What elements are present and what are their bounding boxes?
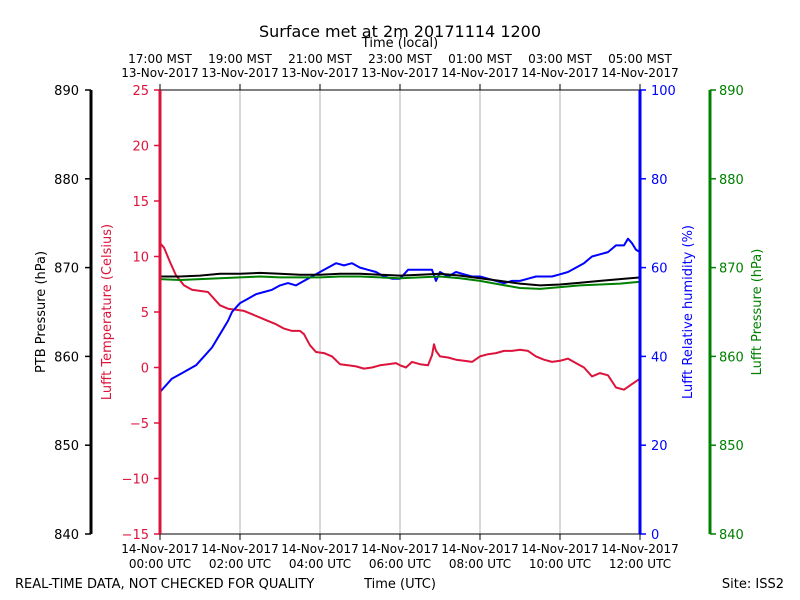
- tick-label-lp: 840: [719, 528, 744, 543]
- x-tick-label-bottom-date: 14-Nov-2017: [601, 542, 679, 556]
- x-tick-label-top-date: 13-Nov-2017: [121, 66, 199, 80]
- tick-label-ptb: 870: [54, 262, 79, 277]
- x-tick-label-bottom-time: 00:00 UTC: [129, 557, 191, 571]
- x-tick-label-top-time: 17:00 MST: [128, 52, 192, 66]
- tick-label-lp: 860: [719, 350, 744, 365]
- tick-label-temp: −10: [122, 473, 149, 488]
- footer-note: REAL-TIME DATA, NOT CHECKED FOR QUALITY: [15, 577, 314, 592]
- axis-title-temp: Lufft Temperature (Celsius): [100, 224, 115, 400]
- tick-label-lp: 890: [719, 84, 744, 99]
- x-tick-label-top-time: 23:00 MST: [368, 52, 432, 66]
- x-tick-label-top-time: 03:00 MST: [528, 52, 592, 66]
- tick-label-temp: 10: [132, 251, 149, 266]
- tick-label-temp: −5: [130, 417, 149, 432]
- x-tick-label-bottom-date: 14-Nov-2017: [201, 542, 279, 556]
- top-axis-label: Time (local): [361, 36, 438, 51]
- chart-title: Surface met at 2m 20171114 1200: [259, 22, 541, 41]
- series-line-temp: [159, 242, 641, 391]
- x-tick-label-top-date: 14-Nov-2017: [521, 66, 599, 80]
- tick-label-temp: 20: [132, 140, 149, 155]
- x-tick-label-bottom-time: 02:00 UTC: [209, 557, 271, 571]
- tick-label-temp: 15: [132, 195, 149, 210]
- x-tick-label-bottom-time: 04:00 UTC: [289, 557, 351, 571]
- tick-label-ptb: 840: [54, 528, 79, 543]
- axis-title-ptb: PTB Pressure (hPa): [34, 251, 49, 373]
- x-tick-label-top-time: 21:00 MST: [288, 52, 352, 66]
- tick-label-ptb: 850: [54, 439, 79, 454]
- series-line-rh: [159, 237, 641, 393]
- x-tick-label-top-date: 14-Nov-2017: [601, 66, 679, 80]
- x-tick-label-top-time: 01:00 MST: [448, 52, 512, 66]
- x-tick-label-top-date: 13-Nov-2017: [361, 66, 439, 80]
- axis-title-rh: Lufft Relative humidity (%): [681, 225, 696, 399]
- tick-label-temp: −15: [122, 528, 149, 543]
- x-tick-label-bottom-date: 14-Nov-2017: [281, 542, 359, 556]
- x-tick-label-bottom-time: 12:00 UTC: [609, 557, 671, 571]
- series-line-lp: [159, 275, 641, 290]
- tick-label-rh: 40: [651, 350, 668, 365]
- site-label: Site: ISS2: [722, 577, 784, 592]
- series-line-ptb: [160, 271, 641, 287]
- x-tick-label-top-date: 13-Nov-2017: [281, 66, 359, 80]
- tick-label-temp: 25: [132, 84, 149, 99]
- tick-label-lp: 850: [719, 439, 744, 454]
- tick-label-rh: 20: [651, 439, 668, 454]
- x-tick-label-top-date: 14-Nov-2017: [441, 66, 519, 80]
- tick-label-ptb: 890: [54, 84, 79, 99]
- x-tick-label-top-time: 05:00 MST: [608, 52, 672, 66]
- x-tick-label-top-time: 19:00 MST: [208, 52, 272, 66]
- x-tick-label-bottom-time: 08:00 UTC: [449, 557, 511, 571]
- tick-label-lp: 870: [719, 262, 744, 277]
- tick-label-rh: 80: [651, 173, 668, 188]
- x-tick-label-bottom-date: 14-Nov-2017: [521, 542, 599, 556]
- x-tick-label-bottom-date: 14-Nov-2017: [121, 542, 199, 556]
- axis-title-lp: Lufft Pressure (hPa): [750, 249, 765, 376]
- x-tick-label-bottom-date: 14-Nov-2017: [361, 542, 439, 556]
- tick-label-rh: 0: [651, 528, 659, 543]
- ticks-group: 840 850 860 870 880 890 PTB Pressure (hPa) −15 −…: [34, 52, 765, 571]
- tick-label-temp: 0: [141, 362, 149, 377]
- x-tick-label-bottom-date: 14-Nov-2017: [441, 542, 519, 556]
- tick-label-ptb: 880: [54, 173, 79, 188]
- tick-label-lp: 880: [719, 173, 744, 188]
- x-tick-label-bottom-time: 06:00 UTC: [369, 557, 431, 571]
- tick-label-ptb: 860: [54, 350, 79, 365]
- tick-label-temp: 5: [141, 306, 149, 321]
- series-group: [159, 237, 641, 393]
- x-axis-label: Time (UTC): [363, 577, 436, 592]
- x-tick-label-top-date: 13-Nov-2017: [201, 66, 279, 80]
- grid: [239, 90, 561, 534]
- tick-label-rh: 100: [651, 84, 676, 99]
- tick-label-rh: 60: [651, 262, 668, 277]
- x-tick-label-bottom-time: 10:00 UTC: [529, 557, 591, 571]
